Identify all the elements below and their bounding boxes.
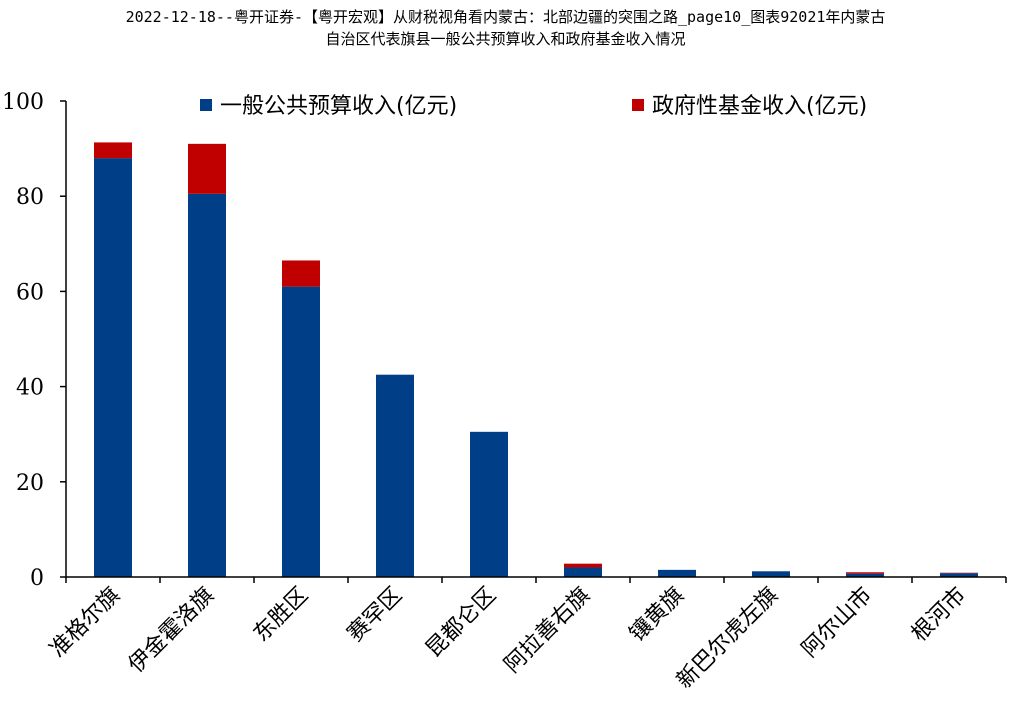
bar-budget-5 [564, 567, 602, 577]
chart-title-line-1: 2022-12-18--粤开证券-【粤开宏观】从财税视角看内蒙古：北部边疆的突围… [125, 8, 886, 26]
bar-budget-4 [470, 431, 508, 577]
bar-fund-2 [282, 260, 320, 287]
x-tick-label-4: 昆都仑区 [421, 583, 501, 663]
bar-budget-9 [940, 573, 978, 577]
bar-fund-8 [846, 572, 884, 574]
bar-fund-9 [940, 572, 978, 574]
y-tick-label-3: 60 [16, 280, 44, 305]
legend-swatch-0 [200, 99, 212, 111]
bar-budget-3 [376, 374, 414, 577]
x-tick-label-0: 准格尔旗 [45, 583, 125, 663]
y-tick-label-5: 100 [2, 90, 44, 115]
bar-budget-8 [846, 573, 884, 577]
x-tick-label-3: 赛罕区 [343, 583, 407, 647]
bar-fund-1 [188, 143, 226, 194]
x-tick-label-2: 东胜区 [249, 583, 313, 647]
y-tick-label-0: 0 [30, 566, 44, 591]
y-tick-label-2: 40 [16, 376, 44, 401]
x-tick-label-9: 根河市 [907, 583, 971, 647]
bar-fund-5 [564, 563, 602, 568]
bar-budget-2 [282, 286, 320, 577]
y-tick-label-4: 80 [16, 185, 44, 210]
x-tick-label-8: 阿尔山市 [797, 583, 877, 663]
legend-swatch-1 [632, 99, 644, 111]
bar-budget-6 [658, 569, 696, 577]
x-tick-label-7: 新巴尔虎左旗 [672, 583, 783, 694]
legend-label-1: 政府性基金收入(亿元) [652, 94, 867, 119]
bar-budget-7 [752, 571, 790, 577]
legend-label-0: 一般公共预算收入(亿元) [220, 94, 457, 119]
bar-budget-0 [94, 158, 132, 577]
bar-fund-0 [94, 142, 132, 159]
x-tick-label-6: 镶黄旗 [625, 583, 689, 647]
bar-budget-1 [188, 193, 226, 577]
chart-title: 2022-12-18--粤开证券-【粤开宏观】从财税视角看内蒙古：北部边疆的突围… [0, 6, 1011, 50]
chart-title-line-2: 自治区代表旗县一般公共预算收入和政府基金收入情况 [325, 30, 686, 48]
x-tick-label-1: 伊金霍洛旗 [124, 583, 219, 678]
x-tick-label-5: 阿拉善右旗 [500, 583, 595, 678]
y-tick-label-1: 20 [16, 471, 44, 496]
